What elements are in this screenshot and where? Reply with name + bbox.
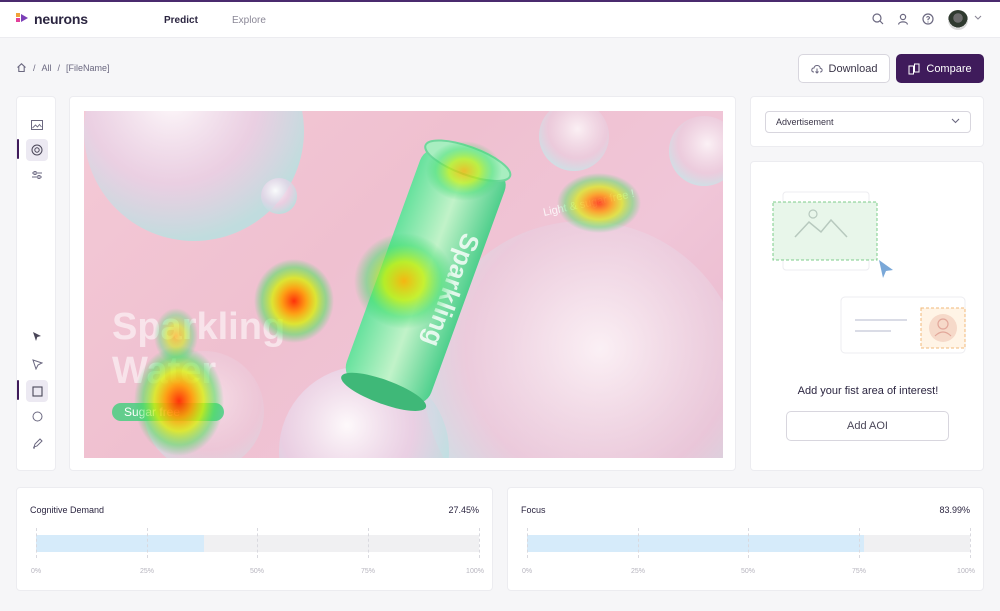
neurons-logo-icon bbox=[16, 13, 28, 22]
breadcrumb: / All / [FileName] bbox=[16, 62, 110, 73]
metric-bar-fill bbox=[527, 535, 864, 552]
avatar[interactable] bbox=[948, 10, 968, 30]
tick-line bbox=[479, 528, 480, 558]
breadcrumb-item-all[interactable]: All bbox=[41, 62, 52, 73]
add-aoi-button[interactable]: Add AOI bbox=[786, 411, 949, 441]
metric-value: 83.99% bbox=[939, 505, 970, 515]
breadcrumb-separator: / bbox=[33, 62, 36, 73]
chevron-down-icon bbox=[951, 118, 960, 124]
tick-label: 0% bbox=[521, 568, 533, 575]
tick-line bbox=[859, 528, 860, 558]
metric-bar-fill bbox=[36, 535, 205, 552]
tick-line bbox=[638, 528, 639, 558]
tab-explore[interactable]: Explore bbox=[232, 15, 266, 26]
compare-icon bbox=[908, 63, 920, 74]
tab-predict[interactable]: Predict bbox=[164, 15, 198, 26]
tick-label: 100% bbox=[466, 568, 484, 575]
breadcrumb-item-file: [FileName] bbox=[66, 62, 110, 73]
logo[interactable]: neurons bbox=[16, 11, 88, 27]
heatmap-image[interactable]: Sparkling Water Sugar free Light & sugar… bbox=[84, 111, 723, 458]
compare-button[interactable]: Compare bbox=[896, 54, 984, 83]
heatmap-canvas: Sparkling Water Sugar free Light & sugar… bbox=[84, 111, 723, 458]
image-tool[interactable] bbox=[26, 114, 48, 136]
pointer-icon bbox=[33, 331, 41, 341]
pen-icon bbox=[32, 437, 43, 448]
sliders-tool[interactable] bbox=[26, 164, 48, 186]
logo-text: neurons bbox=[34, 11, 88, 27]
home-icon[interactable] bbox=[16, 62, 27, 73]
tick-label: 75% bbox=[360, 568, 376, 575]
top-bar: neurons Predict Explore bbox=[0, 0, 1000, 38]
cognitive-demand-card: Cognitive Demand 27.45% 0% 25% 50% 75% 1… bbox=[16, 487, 493, 591]
compare-label: Compare bbox=[926, 62, 972, 75]
cloud-download-icon bbox=[810, 64, 823, 74]
tick-line bbox=[368, 528, 369, 558]
category-panel: Advertisement bbox=[750, 96, 984, 147]
tick-line bbox=[257, 528, 258, 558]
circle-icon bbox=[32, 411, 42, 421]
tick-line bbox=[970, 528, 971, 558]
tick-label: 75% bbox=[851, 568, 867, 575]
download-button[interactable]: Download bbox=[798, 54, 890, 83]
search-icon[interactable] bbox=[871, 12, 885, 26]
metric-value: 27.45% bbox=[448, 505, 479, 515]
tick-label: 50% bbox=[740, 568, 756, 575]
tick-line bbox=[36, 528, 37, 558]
active-indicator bbox=[17, 380, 19, 400]
metric-title: Focus bbox=[521, 505, 546, 515]
tick-label: 0% bbox=[30, 568, 42, 575]
help-icon[interactable] bbox=[921, 12, 935, 26]
active-indicator bbox=[17, 139, 19, 159]
aoi-illustration bbox=[772, 191, 966, 354]
sliders-icon bbox=[32, 171, 42, 179]
focus-card: Focus 83.99% 0% 25% 50% 75% 100% bbox=[507, 487, 984, 591]
download-label: Download bbox=[828, 62, 878, 75]
tick-line bbox=[527, 528, 528, 558]
category-select-value: Advertisement bbox=[776, 117, 834, 127]
tick-line bbox=[748, 528, 749, 558]
rectangle-tool[interactable] bbox=[26, 380, 48, 402]
pointer-tool[interactable] bbox=[26, 325, 48, 347]
breadcrumb-separator: / bbox=[57, 62, 61, 73]
tick-line bbox=[147, 528, 148, 558]
aoi-panel: Add your fist area of interest! Add AOI bbox=[750, 161, 984, 471]
polygon-tool[interactable] bbox=[26, 353, 48, 375]
category-select[interactable]: Advertisement bbox=[765, 111, 971, 133]
tick-label: 50% bbox=[249, 568, 265, 575]
chevron-down-icon[interactable] bbox=[974, 15, 982, 21]
tool-sidebar bbox=[16, 96, 56, 471]
rectangle-icon bbox=[31, 385, 43, 397]
circle-tool[interactable] bbox=[26, 405, 48, 427]
tick-label: 25% bbox=[139, 568, 155, 575]
polygon-icon bbox=[31, 358, 43, 370]
heatmap-tool[interactable] bbox=[26, 139, 48, 161]
image-icon bbox=[31, 120, 43, 130]
image-panel: Sparkling Water Sugar free Light & sugar… bbox=[69, 96, 736, 471]
tick-label: 100% bbox=[957, 568, 975, 575]
aoi-empty-title: Add your fist area of interest! bbox=[797, 385, 939, 397]
user-icon[interactable] bbox=[896, 12, 910, 26]
metric-title: Cognitive Demand bbox=[30, 505, 105, 515]
pen-tool[interactable] bbox=[26, 432, 48, 454]
heatmap-icon bbox=[31, 144, 43, 156]
tick-label: 25% bbox=[630, 568, 646, 575]
